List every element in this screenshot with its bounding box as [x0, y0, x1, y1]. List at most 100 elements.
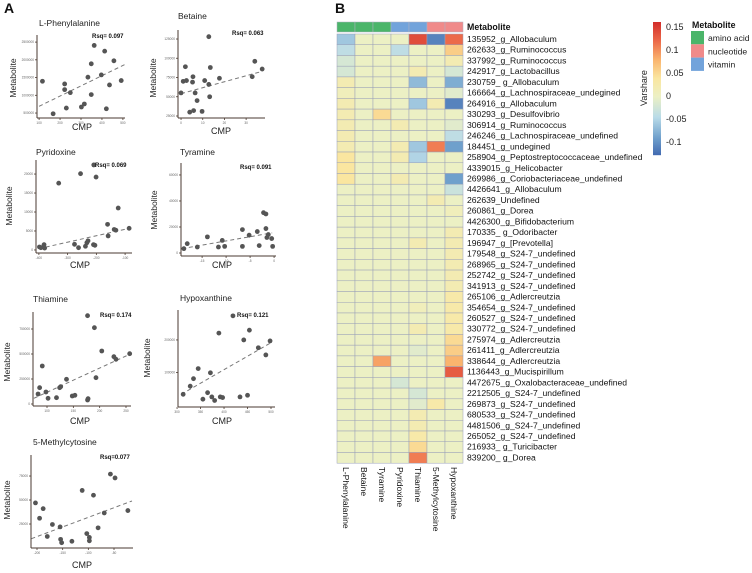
y-tick-label: 1000000	[22, 93, 35, 97]
y-axis-label: Metabolite	[4, 186, 14, 225]
heatmap-cell	[426, 183, 446, 196]
plot-title: Hypoxanthine	[180, 293, 232, 303]
colorbar-segment	[653, 83, 661, 85]
column-group-annotation	[426, 21, 446, 33]
row-label: 246246_g_Lachnospiraceae_undefined	[467, 131, 618, 141]
data-point	[216, 330, 222, 336]
rsq-label: Rsq=0.077	[100, 455, 131, 461]
heatmap-cell	[354, 323, 374, 335]
heatmap-cell	[408, 98, 428, 110]
heatmap-cell	[390, 291, 410, 303]
column-group-annotation	[354, 21, 374, 33]
scatter-plot-thiamine: Thiamine 100 150 200 250 0 250000 500000 750000 R…	[2, 294, 132, 426]
x-tick-label: -400	[36, 256, 43, 260]
colorbar-segment	[653, 119, 661, 121]
colorbar-label: Varshare	[639, 70, 649, 106]
column-group-annotation	[408, 21, 428, 33]
x-tick-label: 30	[244, 121, 248, 125]
data-point	[84, 531, 90, 537]
heatmap-cell	[426, 280, 446, 292]
row-label: 680533_g_S24-7_undefined	[467, 410, 576, 420]
data-point	[212, 398, 218, 403]
heatmap-cell	[426, 65, 446, 78]
heatmap-cell	[408, 162, 428, 174]
colorbar-segment	[653, 120, 661, 122]
data-point	[69, 538, 75, 544]
heatmap-cell	[444, 162, 464, 174]
data-point	[67, 90, 73, 96]
data-point	[126, 225, 132, 231]
heatmap-cell	[336, 452, 356, 464]
heatmap-cell	[336, 323, 356, 335]
heatmap-cell	[354, 377, 374, 389]
heatmap-cell	[390, 323, 410, 335]
heatmap-cell	[444, 33, 464, 45]
data-point	[206, 34, 212, 40]
colorbar-segment	[653, 61, 661, 63]
heatmap-cell	[354, 312, 374, 324]
y-tick-label: 250000	[19, 377, 30, 381]
heatmap-cell	[390, 344, 410, 357]
x-tick-label: 20	[223, 121, 227, 125]
row-label: 184451_g_undegined	[467, 141, 550, 151]
y-tick-label: 2000000	[22, 58, 35, 62]
colorbar-segment	[653, 108, 661, 110]
row-label: 4426300_g_Bifidobacterium	[467, 216, 574, 226]
heatmap-cell	[426, 151, 446, 164]
legend-title: Metabolite	[692, 20, 736, 30]
colorbar-segment	[653, 137, 661, 139]
row-label: 262639_Undefined	[467, 195, 540, 205]
colorbar-segment	[653, 45, 661, 47]
heatmap-cell	[354, 162, 374, 174]
data-point	[63, 105, 69, 111]
heatmap-cell	[444, 108, 464, 121]
colorbar-segment	[653, 118, 661, 120]
heatmap-cell	[336, 55, 356, 67]
rsq-label: Rsq= 0.069	[95, 163, 127, 169]
heatmap-cell	[444, 226, 464, 239]
x-tick-label: 500	[120, 121, 126, 125]
data-point	[105, 221, 110, 227]
heatmap-cell	[444, 76, 464, 88]
data-point	[39, 363, 45, 369]
data-point	[246, 232, 252, 238]
heatmap-cell	[336, 237, 356, 249]
row-label: 341913_g_S24-7_undefined	[467, 281, 576, 291]
heatmap-cell	[390, 420, 410, 432]
heatmap-cell	[426, 409, 446, 421]
heatmap-cell	[354, 151, 374, 164]
heatmap-cell	[336, 216, 356, 228]
heatmap-cell	[408, 355, 428, 367]
data-point	[62, 81, 68, 87]
colorbar-segment	[653, 48, 661, 50]
data-point	[76, 245, 81, 251]
heatmap-cell	[390, 269, 410, 282]
heatmap-cell	[408, 377, 428, 389]
legend-label: amino acid	[708, 33, 750, 43]
heatmap-cell	[390, 87, 410, 99]
data-point	[102, 48, 108, 54]
row-label: 260861_g_Dorea	[467, 206, 534, 216]
heatmap-cell	[390, 151, 410, 164]
heatmap-cell	[390, 334, 410, 346]
colorbar-segment	[653, 97, 661, 99]
data-point	[254, 229, 260, 234]
data-point	[216, 244, 221, 250]
column-label: Betaine	[359, 467, 369, 496]
colorbar-segment	[653, 74, 661, 76]
data-point	[125, 508, 131, 513]
colorbar-segment	[653, 55, 661, 57]
heatmap-cell	[408, 216, 428, 228]
heatmap-cell	[426, 312, 446, 324]
x-tick-label: -10	[224, 259, 229, 263]
heatmap-cell	[372, 312, 392, 324]
y-tick-label: 25000	[19, 522, 28, 526]
data-point	[240, 227, 245, 232]
heatmap-cell	[372, 237, 392, 249]
regression-line	[31, 500, 133, 540]
data-point	[38, 245, 44, 251]
heatmap-cell	[354, 355, 374, 367]
heatmap-cell	[336, 302, 356, 314]
heatmap-cell	[426, 344, 446, 357]
column-label: 5-Methylcytosine	[431, 467, 441, 532]
